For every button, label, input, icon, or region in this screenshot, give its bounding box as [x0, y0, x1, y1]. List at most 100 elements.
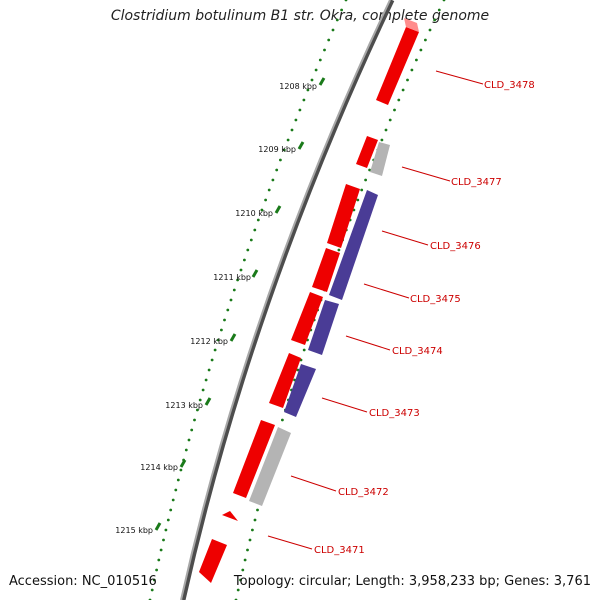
kbp-label: 1213 kbp [165, 401, 203, 410]
kbp-tick-1212: 1212 kbp [190, 333, 237, 346]
outer-track-dot [226, 308, 230, 312]
inner-track-dot [360, 188, 364, 192]
outer-track-dot [207, 368, 211, 372]
kbp-tick-1211: 1211 kbp [213, 269, 259, 282]
inner-track-dot [428, 28, 432, 32]
gene-arrow-cld-3478 [376, 27, 419, 105]
outer-track-dot [179, 468, 183, 472]
gene-label-cld-3477: CLD_3477 [451, 177, 502, 188]
inner-track-dot [388, 118, 392, 122]
gene-arrow-small [222, 511, 238, 521]
accession-text: Accession: NC_010516 [9, 574, 157, 589]
outer-track-dot [279, 158, 282, 162]
inner-track-dot [302, 348, 306, 352]
outer-track-dot [253, 228, 257, 232]
genome-backbone-shadow [180, 0, 395, 600]
inner-track-dot [243, 558, 247, 562]
inner-track-dot [236, 588, 240, 592]
inner-track-dot [246, 548, 249, 552]
kbp-label: 1208 kbp [279, 82, 317, 91]
genome-backbone [180, 0, 391, 600]
inner-track-dot [251, 528, 254, 532]
kbp-label: 1211 kbp [213, 273, 251, 282]
gene-label-cld-3473: CLD_3473 [369, 408, 420, 419]
outer-track-dot [260, 208, 264, 212]
outer-track-dot [169, 508, 173, 512]
inner-track-dot [397, 98, 401, 102]
inner-track-dot [424, 38, 427, 42]
outer-track-dot [318, 58, 322, 62]
kbp-label: 1210 kbp [235, 209, 273, 218]
inner-track-dot [364, 178, 367, 182]
outer-track-dot [275, 168, 279, 172]
inner-track-dot [368, 168, 371, 172]
outer-track-dot [327, 38, 331, 42]
kbp-label: 1212 kbp [190, 337, 228, 346]
leader-cld-3473 [321, 397, 368, 413]
leader-cld-3478 [435, 70, 484, 85]
outer-track-dot [267, 188, 271, 192]
inner-track-dot [256, 508, 259, 512]
inner-track-dot [248, 538, 252, 542]
outer-track-dot [176, 478, 180, 482]
gene-label-cld-3476: CLD_3476 [430, 241, 481, 252]
outer-track-dot [220, 328, 223, 332]
outer-track-dot [236, 278, 240, 282]
gene-arrow-blue-3 [284, 364, 316, 417]
outer-track-dot [298, 108, 302, 112]
outer-track-dot [164, 528, 168, 532]
leader-cld-3474 [345, 335, 391, 351]
kbp-tick-1208: 1208 kbp [279, 77, 326, 91]
gene-arrow-cld-3475 [312, 248, 340, 292]
outer-track-dot [162, 538, 165, 542]
gene-arrow-blue-1 [329, 190, 378, 300]
reverse-strand-genes [249, 142, 390, 506]
inner-track-dot [337, 248, 341, 252]
outer-track-dot [331, 28, 335, 32]
outer-track-dot [340, 8, 343, 12]
outer-track-dot [335, 18, 339, 22]
gene-label-cld-3475: CLD_3475 [410, 294, 461, 305]
topology-text: Topology: circular; Length: 3,958,233 bp… [233, 574, 591, 589]
kbp-label: 1209 kbp [258, 145, 296, 154]
inner-track-dot [239, 578, 242, 582]
outer-track-dot [184, 448, 188, 452]
forward-strand-genes [199, 18, 419, 583]
outer-track-dot [166, 518, 170, 522]
outer-track-dot [150, 588, 154, 592]
inner-track-dot [437, 8, 441, 12]
outer-track-dot [306, 88, 310, 92]
inner-track-dot [356, 198, 360, 202]
outer-track-dot [271, 178, 275, 182]
gene-arrow-cld-3472 [233, 420, 275, 498]
gene-labels: CLD_3478 CLD_3477 CLD_3476 CLD_3475 CLD_… [314, 80, 535, 556]
inner-track-dot [296, 368, 300, 372]
gene-arrow-gray-2 [249, 427, 291, 506]
kbp-tick-1210: 1210 kbp [235, 205, 282, 218]
outer-track-dot [302, 98, 306, 102]
outer-track-dot [171, 498, 175, 502]
inner-track-dot [410, 68, 414, 72]
outer-track-dot [246, 248, 250, 252]
inner-track-dot [442, 0, 446, 2]
inner-track-dot [433, 18, 436, 22]
outer-track-dot [201, 388, 205, 392]
leader-cld-3476 [381, 230, 429, 246]
outer-track-dot [243, 258, 246, 262]
figure-title: Clostridium botulinum B1 str. Okra, comp… [110, 8, 490, 24]
outer-track-dot [210, 358, 214, 362]
inner-track-dot [241, 568, 245, 572]
gene-label-cld-3471: CLD_3471 [314, 545, 365, 556]
outer-track-dot [239, 268, 243, 272]
gene-arrow-cld-3473 [269, 353, 301, 408]
inner-track-dot [380, 138, 384, 142]
gene-arrow-gray-1 [370, 142, 390, 176]
outer-track-dot [264, 198, 267, 202]
inner-track-dot [384, 128, 388, 132]
outer-track-dot [196, 408, 199, 412]
leader-cld-3475 [363, 283, 410, 299]
gene-arrow-cld-3478-cut [404, 18, 419, 32]
kbp-label: 1215 kbp [115, 526, 153, 535]
